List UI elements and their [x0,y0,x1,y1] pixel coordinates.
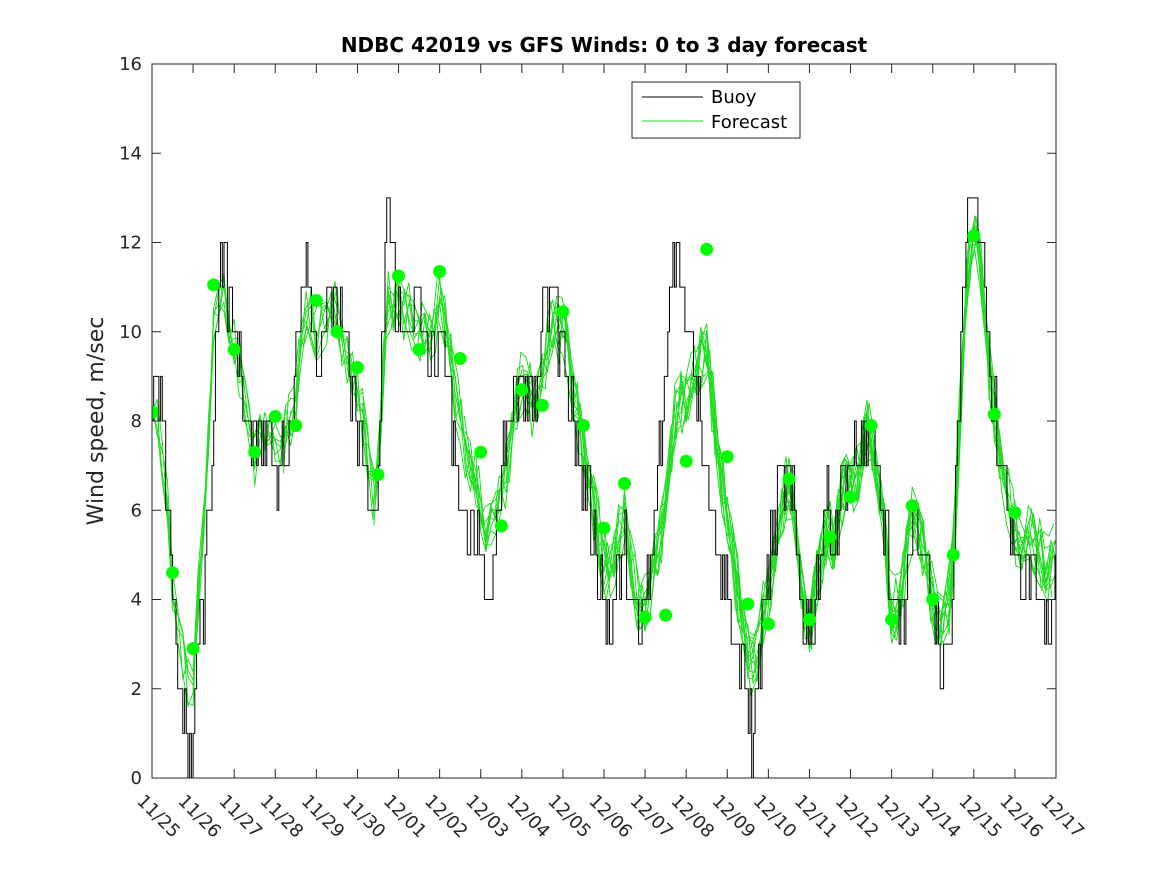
forecast-track-4 [152,222,1056,709]
forecast-marker-40 [946,548,960,562]
forecast-marker-41 [967,229,981,243]
forecast-marker-11 [351,361,364,374]
legend-buoy-label: Buoy [711,87,757,108]
forecast-marker-42 [987,407,1001,421]
y-tick-label: 6 [131,500,142,521]
y-tick-label: 4 [131,590,142,611]
forecast-marker-9 [309,294,323,307]
forecast-marker-22 [577,419,590,432]
forecast-marker-21 [556,305,570,319]
forecast-line-2 [192,224,975,691]
forecast-marker-35 [844,490,857,504]
y-tick-label: 16 [119,54,142,75]
forecast-marker-4 [207,278,221,292]
forecast-marker-12 [371,468,385,482]
forecast-line-7 [644,222,1056,659]
y-tick-label: 0 [131,768,142,789]
forecast-marker-26 [659,608,673,622]
y-tick-label: 14 [119,143,142,164]
legend-forecast-label: Forecast [711,112,787,133]
forecast-marker-43 [1008,506,1022,519]
y-tick-label: 8 [131,411,142,432]
forecast-marker-32 [782,472,796,486]
forecast-marker-24 [618,477,631,490]
forecast-marker-18 [494,519,508,533]
forecast-marker-19 [515,383,529,397]
forecast-marker-37 [885,613,899,627]
forecast-marker-15 [433,265,447,278]
forecast-marker-13 [392,269,405,283]
forecast-marker-25 [638,610,652,624]
forecast-marker-17 [474,445,488,459]
chart-title: NDBC 42019 vs GFS Winds: 0 to 3 day fore… [341,33,868,57]
forecast-marker-30 [741,597,755,611]
forecast-track-2 [152,228,1056,682]
legend: Buoy Forecast [631,81,801,139]
forecast-marker-33 [803,613,816,627]
forecast-marker-39 [926,593,940,606]
forecast-marker-28 [700,242,714,256]
forecast-marker-31 [761,617,775,631]
forecast-marker-1 [152,405,159,419]
forecast-track-3 [152,235,1056,707]
forecast-marker-29 [720,450,734,464]
forecast-marker-16 [453,352,467,365]
forecast-marker-5 [227,343,241,357]
y-tick-label: 10 [119,322,142,343]
forecast-marker-8 [289,419,303,432]
forecast-marker-20 [535,398,549,412]
forecast-marker-7 [268,410,282,423]
forecast-marker-34 [823,530,837,544]
forecast-marker-27 [679,454,693,468]
forecast-marker-38 [905,499,919,513]
forecast-marker-23 [597,521,611,535]
y-tick-label: 12 [119,233,142,254]
forecast-marker-6 [248,445,262,459]
buoy-series-line [152,197,1056,778]
forecast-marker-3 [186,642,200,656]
forecast-marker-14 [412,343,426,357]
y-axis-label: Wind speed, m/sec [84,317,109,526]
forecast-marker-36 [864,419,878,432]
forecast-marker-2 [166,566,179,580]
forecast-marker-10 [330,325,344,339]
y-tick-label: 2 [131,679,142,700]
